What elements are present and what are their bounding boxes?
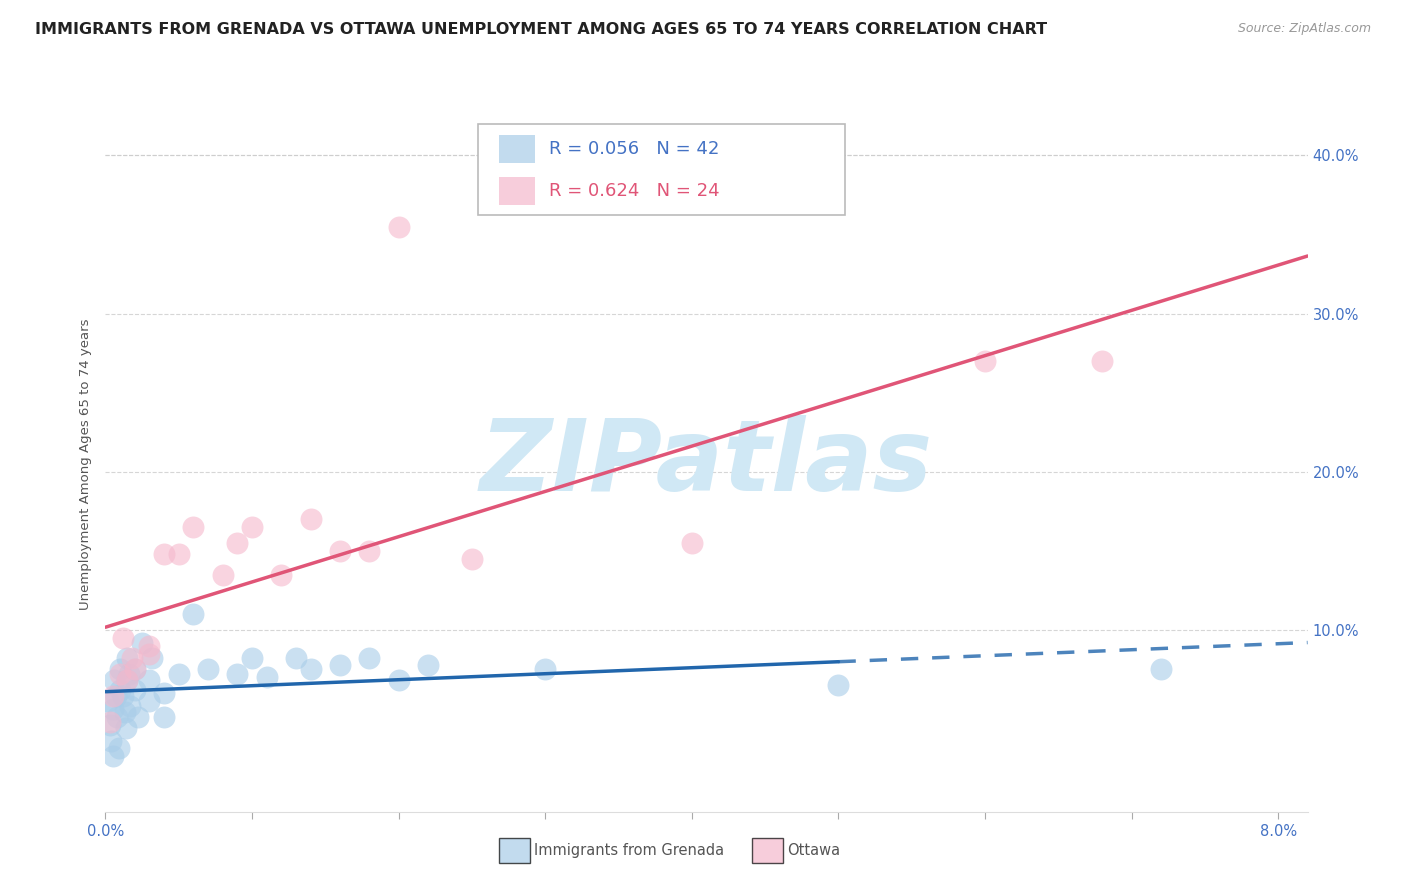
Point xyxy=(299,512,322,526)
Y-axis label: Unemployment Among Ages 65 to 74 years: Unemployment Among Ages 65 to 74 years xyxy=(79,318,91,609)
Point xyxy=(534,662,557,676)
Point xyxy=(100,733,122,747)
Point xyxy=(117,651,139,665)
Point xyxy=(388,219,411,234)
Point xyxy=(153,547,176,561)
Point xyxy=(101,749,124,764)
Point xyxy=(117,673,139,688)
Point xyxy=(101,702,124,716)
Point xyxy=(121,651,143,665)
Text: Source: ZipAtlas.com: Source: ZipAtlas.com xyxy=(1237,22,1371,36)
Text: Immigrants from Grenada: Immigrants from Grenada xyxy=(534,843,724,857)
Point xyxy=(120,698,142,713)
Point xyxy=(167,547,190,561)
Point xyxy=(240,651,263,665)
Point xyxy=(359,543,381,558)
Point xyxy=(256,670,278,684)
Text: ZIPatlas: ZIPatlas xyxy=(479,416,934,512)
Point xyxy=(114,705,136,719)
Point xyxy=(101,690,124,704)
FancyBboxPatch shape xyxy=(478,124,845,216)
Point xyxy=(115,721,138,735)
Point xyxy=(141,651,163,665)
Text: R = 0.056   N = 42: R = 0.056 N = 42 xyxy=(548,140,720,159)
Point xyxy=(98,717,121,731)
Point xyxy=(117,673,139,688)
Point xyxy=(138,673,160,688)
Point xyxy=(131,635,153,649)
Point xyxy=(183,607,205,621)
Point xyxy=(270,567,292,582)
Point xyxy=(285,651,308,665)
Point xyxy=(105,710,128,724)
Point xyxy=(124,662,146,676)
Point xyxy=(1091,354,1114,368)
Point xyxy=(98,714,121,729)
Point xyxy=(104,690,127,704)
Text: IMMIGRANTS FROM GRENADA VS OTTAWA UNEMPLOYMENT AMONG AGES 65 TO 74 YEARS CORRELA: IMMIGRANTS FROM GRENADA VS OTTAWA UNEMPL… xyxy=(35,22,1047,37)
Point xyxy=(974,354,997,368)
Point xyxy=(118,667,141,681)
Point xyxy=(827,678,849,692)
Point xyxy=(240,520,263,534)
Point xyxy=(299,662,322,676)
Point xyxy=(197,662,219,676)
Point xyxy=(329,543,352,558)
Point xyxy=(103,673,125,688)
Point xyxy=(388,673,411,688)
Point xyxy=(211,567,233,582)
Point xyxy=(167,667,190,681)
Point xyxy=(681,536,703,550)
Point xyxy=(108,662,131,676)
Point xyxy=(183,520,205,534)
Point xyxy=(416,657,439,672)
Point xyxy=(112,631,135,645)
Text: Ottawa: Ottawa xyxy=(787,843,841,857)
Point xyxy=(153,710,176,724)
Point xyxy=(1150,662,1173,676)
Point xyxy=(112,690,135,704)
Point xyxy=(108,667,131,681)
Bar xyxy=(499,178,534,205)
Text: R = 0.624   N = 24: R = 0.624 N = 24 xyxy=(548,182,720,200)
Point xyxy=(138,639,160,653)
Point xyxy=(124,662,146,676)
Point xyxy=(138,647,160,661)
Point xyxy=(359,651,381,665)
Point xyxy=(127,710,149,724)
Bar xyxy=(499,136,534,163)
Point xyxy=(107,741,129,756)
Point xyxy=(461,551,484,566)
Point xyxy=(138,694,160,708)
Point xyxy=(108,683,131,698)
Point xyxy=(153,686,176,700)
Point xyxy=(226,667,249,681)
Point xyxy=(226,536,249,550)
Point xyxy=(124,683,146,698)
Point xyxy=(97,694,120,708)
Point xyxy=(329,657,352,672)
